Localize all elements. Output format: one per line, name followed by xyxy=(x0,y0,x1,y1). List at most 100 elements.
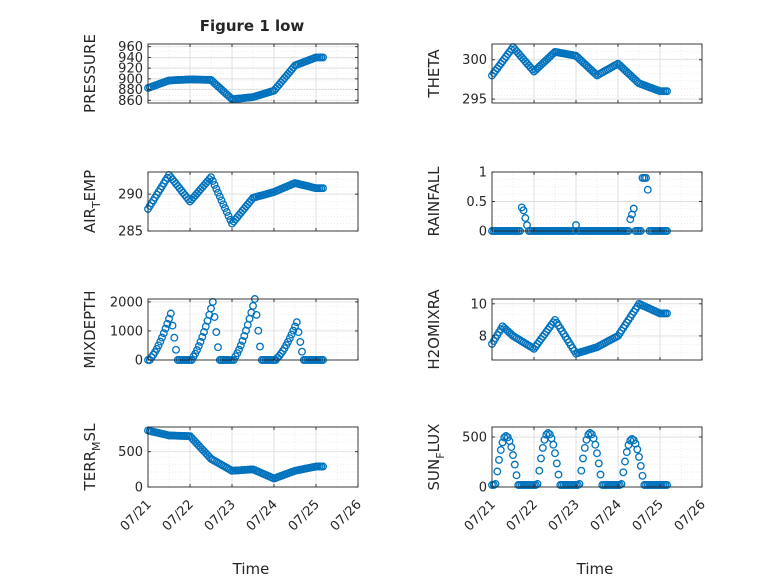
x-tick-label: 07/25 xyxy=(630,497,667,534)
axes-box xyxy=(147,426,359,488)
data-point xyxy=(521,214,530,222)
y-axis-label-subscript: M xyxy=(90,441,103,451)
x-tick-label: 07/24 xyxy=(244,497,281,534)
axes-box xyxy=(147,43,359,104)
y-axis-label-subscript: F xyxy=(434,452,447,458)
y-axis-label-main: SUN xyxy=(425,459,443,491)
data-point xyxy=(580,443,589,452)
subplot-terr-msl: 0 500 TERRMSL 07/21 07/22 07/23 07/24 07/25 07/2… xyxy=(81,423,365,534)
x-tick-label: 07/22 xyxy=(160,497,197,534)
data-point xyxy=(159,329,168,338)
y-axis-label-rest: EMP xyxy=(81,170,99,201)
data-point xyxy=(252,310,261,319)
data-point xyxy=(621,457,629,466)
data-point xyxy=(544,429,552,437)
data-point xyxy=(161,324,170,333)
axes-box xyxy=(491,426,703,488)
data-point xyxy=(256,342,264,351)
data-point xyxy=(633,445,642,454)
y-tick-label: 860 xyxy=(118,94,143,109)
data-point xyxy=(594,459,603,468)
data-point xyxy=(194,342,203,351)
data-point xyxy=(296,337,305,346)
data-point xyxy=(577,466,586,475)
y-tick-label: 500 xyxy=(462,431,487,446)
y-tick-label: 940 xyxy=(118,51,143,66)
data-point xyxy=(196,337,205,346)
data-point xyxy=(219,200,228,209)
subplot-air-temp: 285 290 AIRTEMP xyxy=(81,170,359,240)
data-point xyxy=(198,333,207,341)
data-point xyxy=(210,180,219,189)
data-point xyxy=(507,443,516,452)
y-tick-label: 0 xyxy=(135,481,143,496)
data-point xyxy=(208,177,217,185)
data-point xyxy=(663,309,671,318)
data-point xyxy=(319,462,327,471)
data-point xyxy=(156,337,165,346)
x-tick-label: 07/26 xyxy=(672,497,709,534)
data-point xyxy=(635,452,643,461)
data-point xyxy=(584,430,593,439)
y-axis-label-rest: SL xyxy=(81,423,99,442)
data-point xyxy=(165,314,173,323)
y-axis-label-subscript: T xyxy=(90,201,103,209)
data-point xyxy=(172,345,180,354)
data-point xyxy=(184,195,193,204)
x-axis-label-left: Time xyxy=(232,560,270,578)
data-point xyxy=(531,481,540,489)
data-point xyxy=(287,330,296,339)
y-axis-label-main: AIR xyxy=(81,208,99,233)
data-points xyxy=(144,426,327,483)
data-point xyxy=(549,440,558,449)
data-point xyxy=(636,461,645,470)
data-points xyxy=(488,429,671,489)
data-point xyxy=(540,435,549,444)
y-axis-label: RAINFALL xyxy=(425,166,443,237)
data-points xyxy=(488,43,671,96)
data-point xyxy=(642,173,650,182)
data-point xyxy=(554,470,563,479)
data-point xyxy=(663,87,671,96)
data-point xyxy=(493,467,502,476)
axes-box xyxy=(491,298,703,361)
data-point xyxy=(643,185,652,194)
x-tick-label: 07/22 xyxy=(504,497,541,534)
data-point xyxy=(542,430,551,439)
data-point xyxy=(210,313,219,321)
y-tick-label: 8 xyxy=(479,329,487,344)
data-point xyxy=(528,343,537,352)
y-tick-label: 920 xyxy=(118,62,143,77)
axes-box xyxy=(147,171,359,232)
data-point xyxy=(582,435,591,444)
y-axis-label: TERRMSL xyxy=(81,423,103,492)
y-axis-label: H2OMIXRA xyxy=(425,289,443,370)
y-tick-label: 2000 xyxy=(110,295,143,310)
data-point xyxy=(222,208,231,216)
data-point xyxy=(587,430,596,439)
data-point xyxy=(596,470,605,479)
x-tick-label: 07/26 xyxy=(328,497,365,534)
data-point xyxy=(249,301,257,310)
subplot-mixdepth: 0 1000 2000 MIXDEPTH xyxy=(81,290,359,369)
data-point xyxy=(319,53,327,62)
y-tick-label: 500 xyxy=(118,445,143,460)
data-point xyxy=(158,333,166,342)
data-point xyxy=(510,460,519,469)
data-point xyxy=(573,481,582,489)
subplot-theta: 295 300 THETA xyxy=(425,43,703,108)
data-point xyxy=(163,319,172,328)
data-point xyxy=(545,430,554,439)
data-point xyxy=(154,341,163,350)
data-point xyxy=(629,204,638,213)
data-point xyxy=(498,438,507,447)
data-point xyxy=(319,184,327,193)
data-point xyxy=(593,449,601,458)
data-point xyxy=(495,455,503,464)
x-tick-label: 07/23 xyxy=(546,497,583,534)
subplot-rainfall: 0 0.5 1 RAINFALL xyxy=(425,166,703,240)
data-point xyxy=(512,471,521,480)
data-point xyxy=(591,440,600,449)
